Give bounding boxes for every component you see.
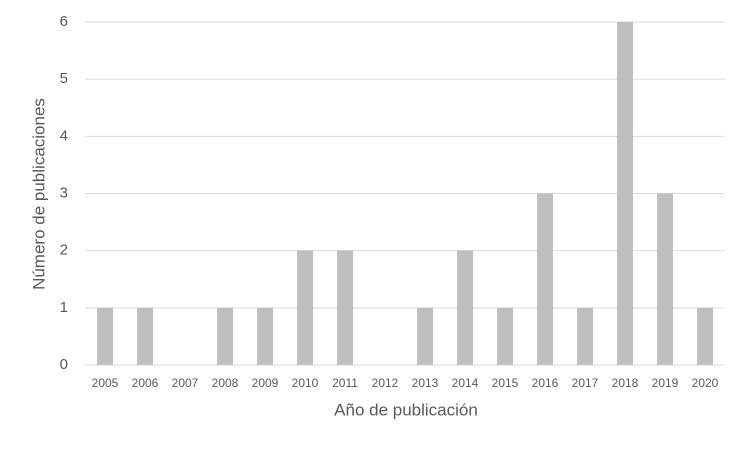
- x-tick-label: 2007: [172, 376, 199, 390]
- bar: [457, 250, 473, 365]
- y-tick-label: 2: [60, 242, 68, 259]
- x-tick-label: 2019: [652, 376, 679, 390]
- bar: [97, 307, 113, 365]
- x-tick-label: 2014: [452, 376, 479, 390]
- bar: [217, 307, 233, 365]
- x-tick-label: 2016: [532, 376, 559, 390]
- y-tick-label: 6: [60, 13, 68, 30]
- x-tick-label: 2010: [292, 376, 319, 390]
- bar: [537, 193, 553, 365]
- x-tick-label: 2015: [492, 376, 519, 390]
- x-tick-label: 2013: [412, 376, 439, 390]
- y-tick-label: 4: [60, 127, 68, 144]
- y-tick-label: 1: [60, 299, 68, 316]
- x-tick-label: 2005: [92, 376, 119, 390]
- bar: [417, 307, 433, 365]
- x-tick-label: 2011: [332, 376, 358, 390]
- bar: [617, 22, 633, 365]
- x-axis-label: Año de publicación: [334, 400, 478, 419]
- y-tick-label: 5: [60, 70, 68, 87]
- x-tick-label: 2006: [132, 376, 159, 390]
- y-tick-label: 3: [60, 184, 68, 201]
- y-axis-label: Número de publicaciones: [29, 98, 48, 290]
- x-tick-label: 2012: [372, 376, 399, 390]
- bar: [337, 250, 353, 365]
- x-tick-label: 2009: [252, 376, 279, 390]
- x-tick-label: 2008: [212, 376, 239, 390]
- bar: [257, 307, 273, 365]
- bar: [497, 307, 513, 365]
- bar: [137, 307, 153, 365]
- bar: [657, 193, 673, 365]
- bar: [697, 307, 713, 365]
- bar: [577, 307, 593, 365]
- y-tick-label: 0: [60, 356, 68, 373]
- bar: [297, 250, 313, 365]
- x-tick-label: 2017: [572, 376, 599, 390]
- x-tick-label: 2020: [692, 376, 719, 390]
- x-tick-label: 2018: [612, 376, 639, 390]
